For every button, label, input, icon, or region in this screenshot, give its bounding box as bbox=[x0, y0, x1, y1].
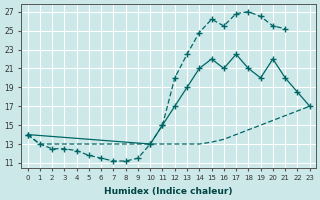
X-axis label: Humidex (Indice chaleur): Humidex (Indice chaleur) bbox=[104, 187, 233, 196]
